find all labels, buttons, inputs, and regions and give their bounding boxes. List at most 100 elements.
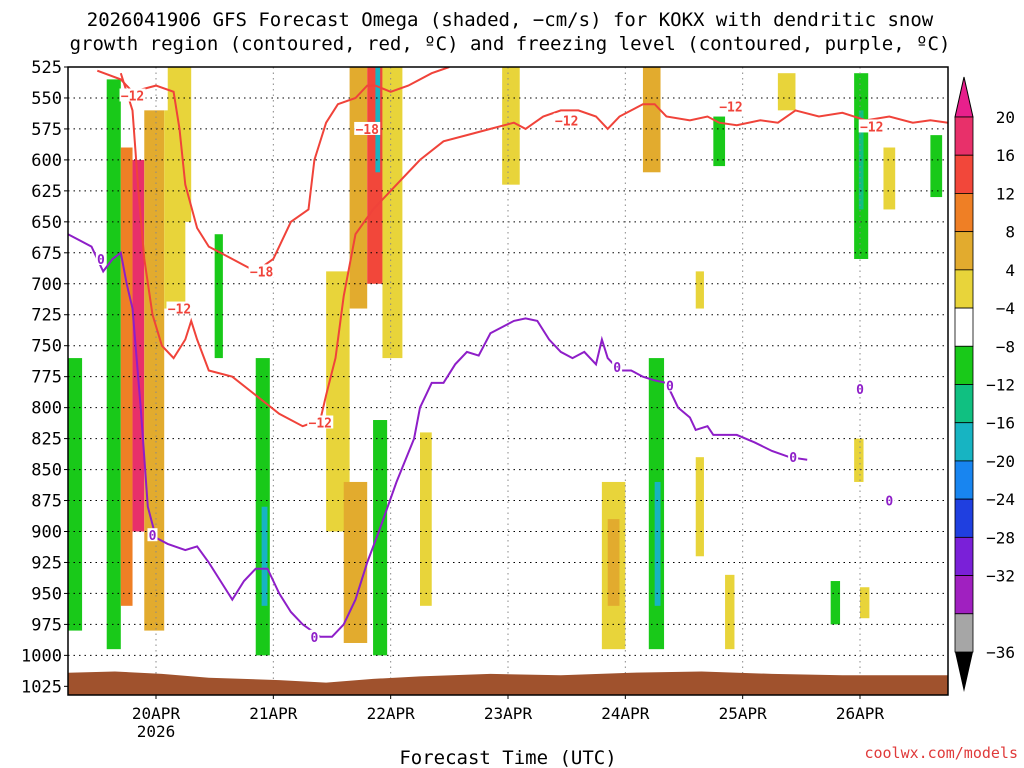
colorbar-label-3: 8 <box>1005 223 1015 242</box>
omega-cell-1 <box>68 358 83 631</box>
omega-cell-9 <box>261 506 268 606</box>
omega-cell-33 <box>860 587 870 619</box>
omega-cell-28 <box>777 73 796 111</box>
colorbar-label-8: −16 <box>986 414 1015 433</box>
y-tick-label-850: 850 <box>31 461 62 481</box>
colorbar-label-4: 4 <box>1005 261 1015 280</box>
contour-label-bg-8 <box>95 251 106 265</box>
omega-cell-35 <box>930 135 943 198</box>
omega-cell-18 <box>502 67 520 185</box>
colorbar-label-11: −28 <box>986 528 1015 547</box>
colorbar-swatch-4 <box>954 269 974 309</box>
y-tick-label-950: 950 <box>31 584 62 604</box>
contour-label-15: 0 <box>885 495 893 510</box>
contour-label-12: 0 <box>666 379 674 394</box>
omega-cell-24 <box>695 271 704 309</box>
contour-label-13: 0 <box>789 451 797 466</box>
credit-text: coolwx.com/models <box>864 744 1018 762</box>
contour-label-bg-4 <box>307 415 334 429</box>
y-tick-label-725: 725 <box>31 306 62 326</box>
omega-cell-25 <box>695 457 704 557</box>
colorbar-swatch-5 <box>954 307 974 347</box>
omega-cell-17 <box>420 432 432 606</box>
y-tick-label-975: 975 <box>31 615 62 635</box>
omega-cell-0 <box>106 79 121 650</box>
colorbar-label-12: −32 <box>986 567 1015 586</box>
colorbar-swatch-3 <box>954 231 974 271</box>
omega-cell-3 <box>132 159 145 532</box>
contour-label-bg-12 <box>664 378 675 392</box>
contour-label-1: −18 <box>355 123 379 138</box>
contour-label-4: −12 <box>309 416 332 431</box>
colorbar-swatch-10 <box>954 498 974 538</box>
contour-label-bg-7 <box>858 119 885 133</box>
colorbar-swatch-11 <box>954 536 974 576</box>
contour-label-bg-11 <box>612 359 623 373</box>
omega-cell-23 <box>654 481 661 606</box>
plot-area: −12 −18 −18 −12 −12 −12 −12 −12 0 0 0 0 0 0 0 0 525 550 57… <box>21 58 949 741</box>
contour-label-8: 0 <box>97 253 105 268</box>
contour-label-7: −12 <box>860 120 883 135</box>
contour-label-0: −12 <box>121 89 144 104</box>
omega-cell-27 <box>725 574 735 650</box>
contour-label-10: 0 <box>310 631 318 646</box>
x-tick-label-25APR: 25APR <box>719 704 768 723</box>
x-tick-label-26APR: 26APR <box>836 704 885 723</box>
contour-label-bg-14 <box>855 382 865 396</box>
contour-label-14: 0 <box>856 383 864 398</box>
colorbar-bottom-arrow <box>955 652 973 692</box>
x-tick-label-23APR: 23APR <box>484 704 533 723</box>
contour-label-bg-10 <box>309 629 320 643</box>
colorbar-label-7: −12 <box>986 376 1015 395</box>
contour-label-11: 0 <box>613 361 621 376</box>
contour-label-bg-13 <box>788 450 799 464</box>
omega-cell-4 <box>144 110 165 631</box>
omega-cell-7 <box>214 234 223 359</box>
colorbar-label-0: 20 <box>996 108 1015 127</box>
colorbar-swatch-2 <box>954 193 974 233</box>
contour-label-5: −12 <box>555 114 578 129</box>
colorbar-swatch-12 <box>954 575 974 615</box>
omega-cell-16 <box>373 420 388 656</box>
y-tick-label-650: 650 <box>31 213 62 233</box>
omega-cell-10 <box>326 271 350 532</box>
contour-label-2: −18 <box>250 265 274 280</box>
contour-label-9: 0 <box>149 529 157 544</box>
colorbar-top-arrow <box>954 76 974 118</box>
omega-cell-26 <box>713 116 726 167</box>
omega-cell-13 <box>375 67 381 173</box>
terrain-band <box>68 671 948 695</box>
y-tick-label-875: 875 <box>31 492 62 512</box>
chart-title-line2: growth region (contoured, red, ºC) and f… <box>70 33 951 55</box>
chart-title-line1: 2026041906 GFS Forecast Omega (shaded, −… <box>87 9 934 31</box>
omega-cell-21 <box>642 67 661 173</box>
contour-label-bg-6 <box>717 99 744 113</box>
contour-line-0 <box>96 67 450 273</box>
x-tick-sublabel-20APR: 2026 <box>137 722 176 741</box>
colorbar-label-2: 12 <box>996 184 1015 203</box>
colorbar-swatch-8 <box>954 422 974 462</box>
colorbar-label-6: −8 <box>996 337 1015 356</box>
colorbar-label-5: −4 <box>996 299 1015 318</box>
y-tick-label-750: 750 <box>31 337 62 357</box>
colorbar-label-13: −36 <box>986 643 1015 662</box>
x-tick-label-22APR: 22APR <box>367 704 416 723</box>
y-tick-label-700: 700 <box>31 275 62 295</box>
contour-label-bg-15 <box>884 493 895 507</box>
omega-cell-11 <box>349 67 368 309</box>
x-tick-label-20APR: 20APR <box>132 704 181 723</box>
y-tick-label-825: 825 <box>31 430 62 450</box>
contour-label-bg-0 <box>119 88 146 102</box>
y-tick-label-900: 900 <box>31 522 62 542</box>
x-axis-label: Forecast Time (UTC) <box>399 747 616 768</box>
colorbar-swatch-13 <box>954 613 974 653</box>
colorbar-label-9: −20 <box>986 452 1015 471</box>
contour-label-6: −12 <box>719 101 742 116</box>
y-tick-label-1000: 1000 <box>21 646 62 666</box>
colorbar-swatch-0 <box>954 116 974 156</box>
omega-cell-32 <box>854 438 864 482</box>
y-tick-label-775: 775 <box>31 368 62 388</box>
y-tick-label-625: 625 <box>31 182 62 202</box>
